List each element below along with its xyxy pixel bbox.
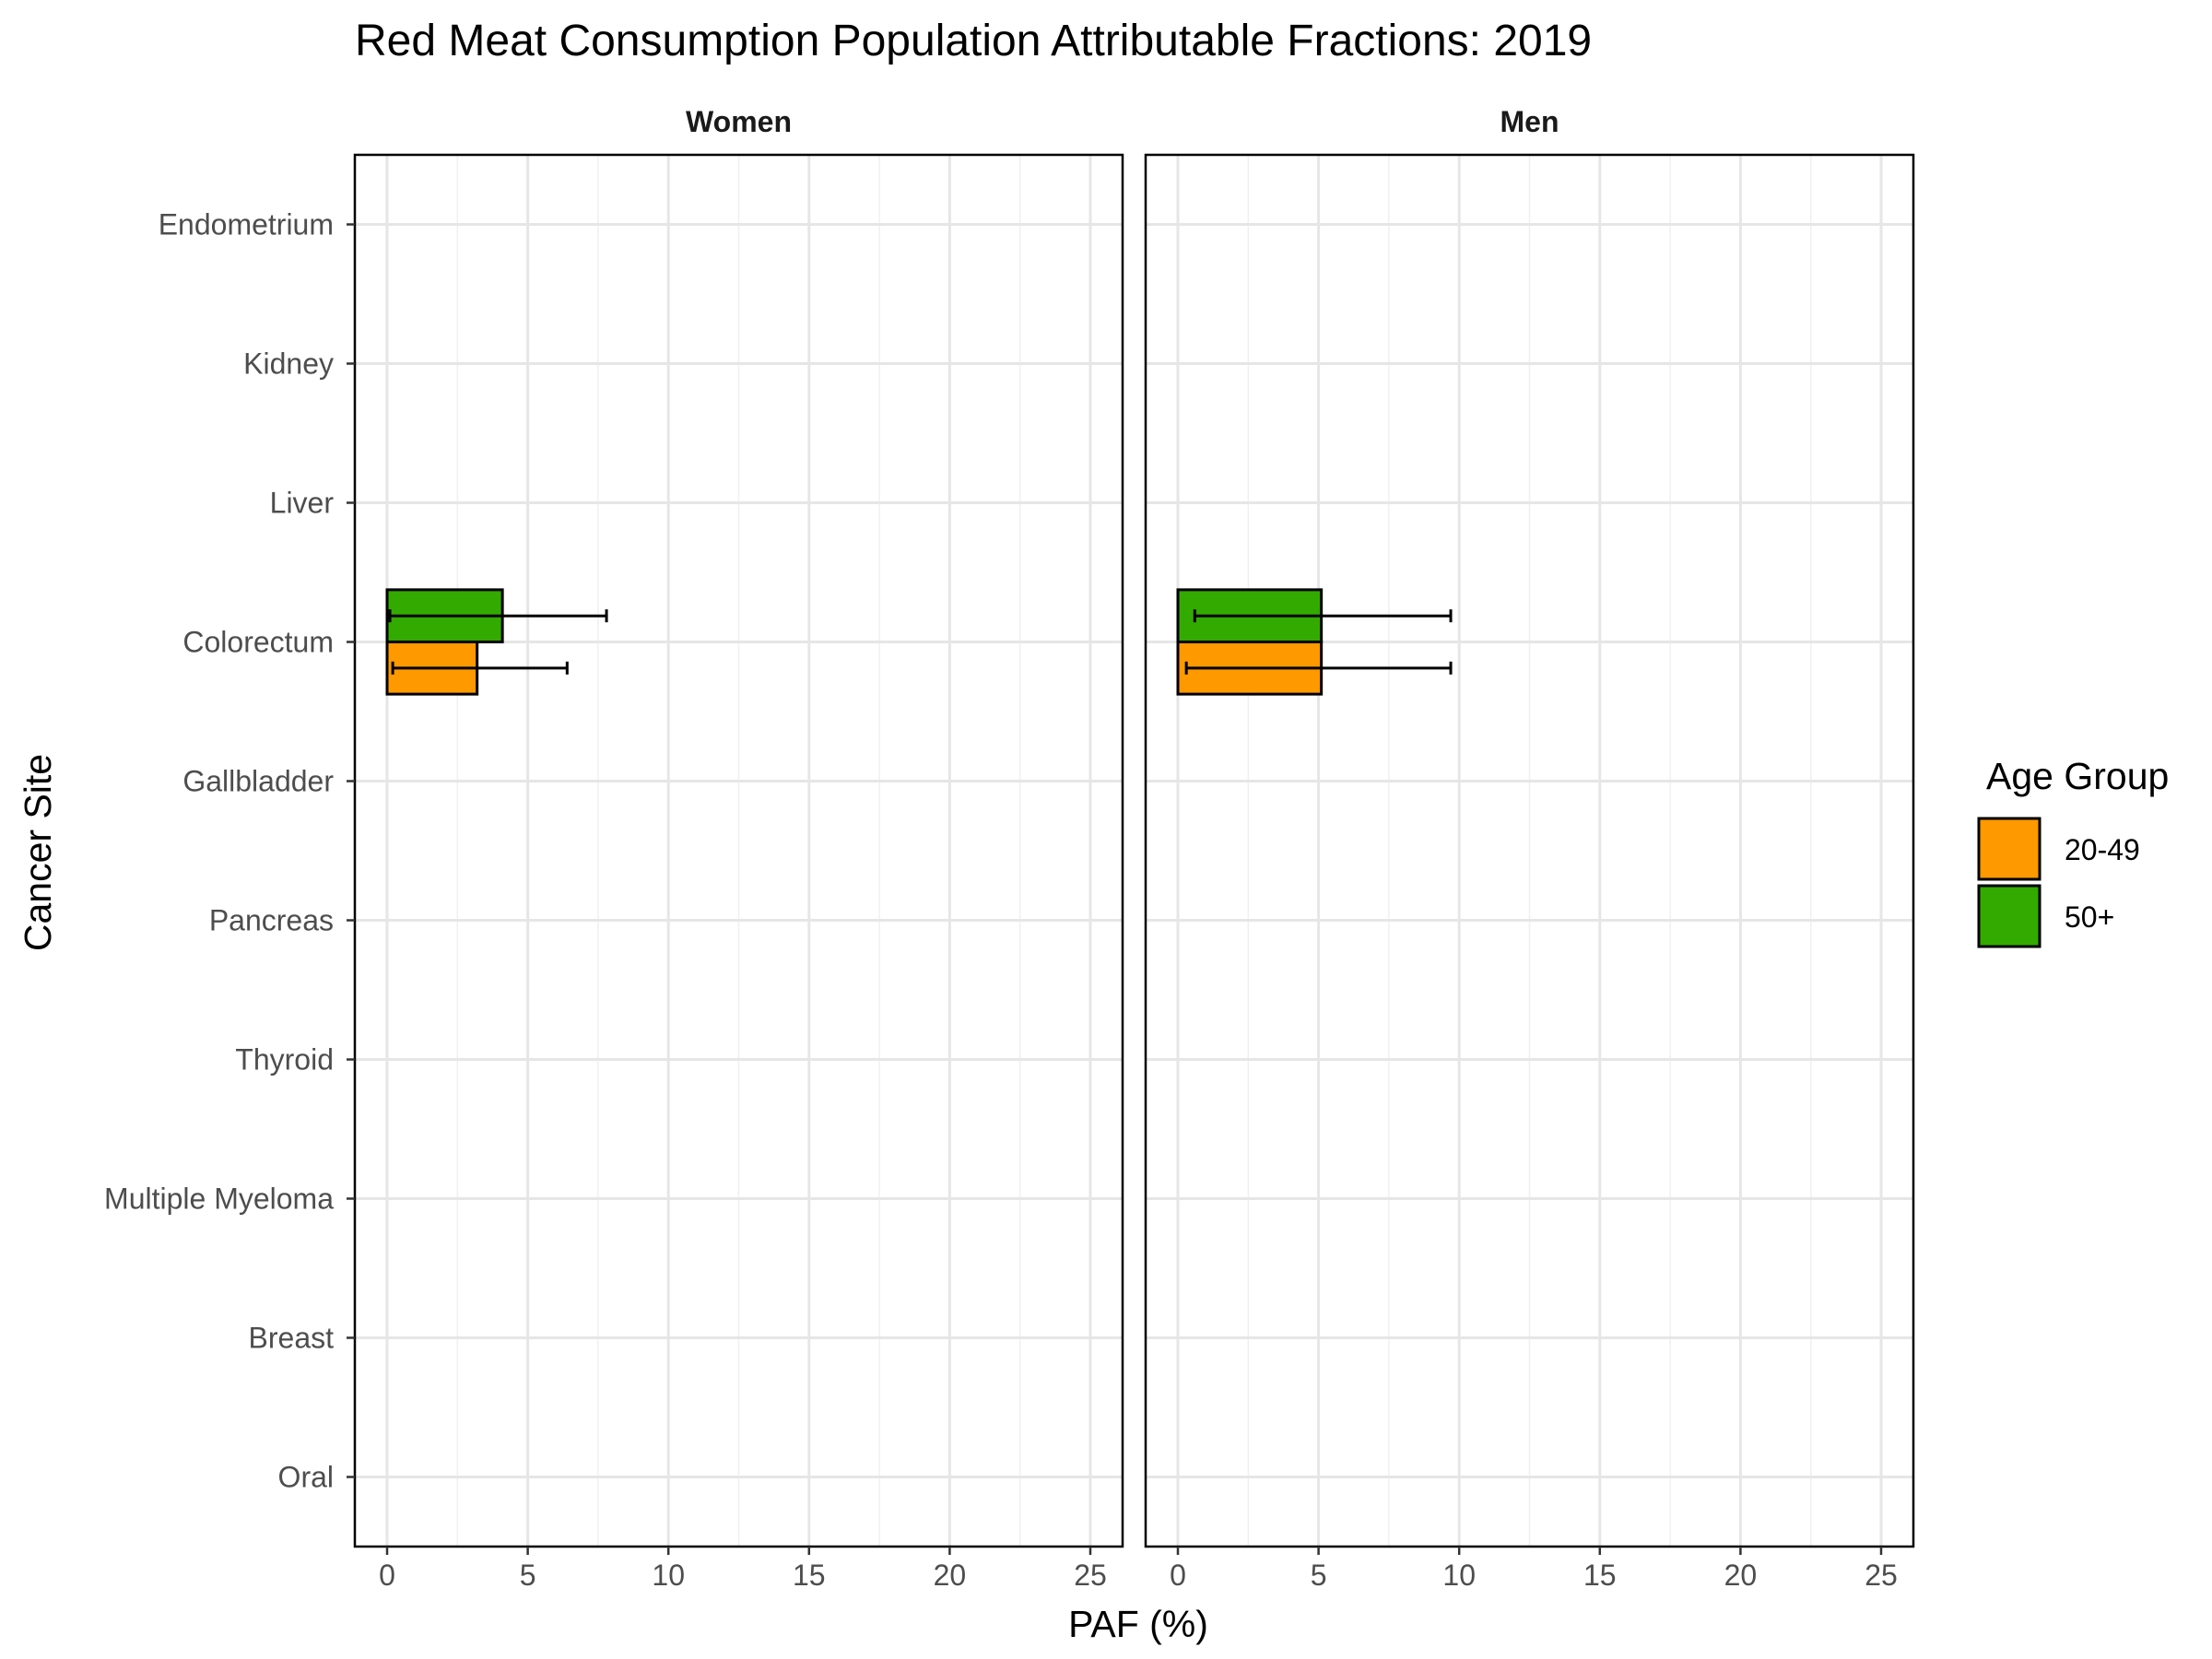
y-tick-label: Endometrium [159,208,334,241]
x-tick-label: 20 [1724,1559,1758,1592]
y-tick-labels: Endometrium Kidney Liver Colorectum Gallblad… [104,208,355,1494]
y-tick-label: Colorectum [182,626,334,659]
panel-border [353,153,1124,1548]
legend-title: Age Group [1986,755,2169,797]
x-tick-label: 10 [1442,1559,1476,1592]
y-tick-label: Thyroid [235,1043,334,1077]
y-tick-label: Pancreas [209,904,334,937]
legend-swatch [1977,817,2041,881]
chart-title: Red Meat Consumption Population Attribut… [355,17,1592,65]
panel-men: Men 0 5 10 15 20 25 [1144,105,1915,1592]
y-tick-label: Gallbladder [182,765,334,798]
panels-layer: Women 0 5 10 15 20 25 Men 0 5 10 15 20 25 [353,105,1915,1592]
x-tick-label: 0 [379,1559,395,1592]
legend-swatch [1977,884,2041,948]
x-tick-label: 15 [793,1559,826,1592]
x-tick-label: 25 [1074,1559,1107,1592]
x-axis-title: PAF (%) [1068,1603,1208,1645]
y-tick-label: Multiple Myeloma [104,1182,334,1216]
panel-title: Men [1500,105,1559,138]
x-tick-label: 10 [652,1559,685,1592]
x-tick-label: 5 [520,1559,536,1592]
legend: Age Group 20-49 50+ [1977,755,2169,948]
x-tick-label: 15 [1583,1559,1617,1592]
y-tick-label: Breast [249,1322,335,1355]
y-tick-label: Oral [278,1461,334,1494]
panel-title: Women [686,105,792,138]
panel-border [1144,153,1915,1548]
y-tick-label: Liver [270,487,335,520]
x-tick-label: 20 [934,1559,967,1592]
panel-women: Women 0 5 10 15 20 25 [353,105,1124,1592]
legend-label: 20-49 [2065,833,2140,866]
x-tick-label: 5 [1311,1559,1327,1592]
y-axis-title: Cancer Site [17,754,59,951]
x-tick-label: 25 [1865,1559,1898,1592]
legend-label: 50+ [2065,900,2114,934]
y-tick-label: Kidney [243,347,334,381]
x-tick-label: 0 [1170,1559,1186,1592]
